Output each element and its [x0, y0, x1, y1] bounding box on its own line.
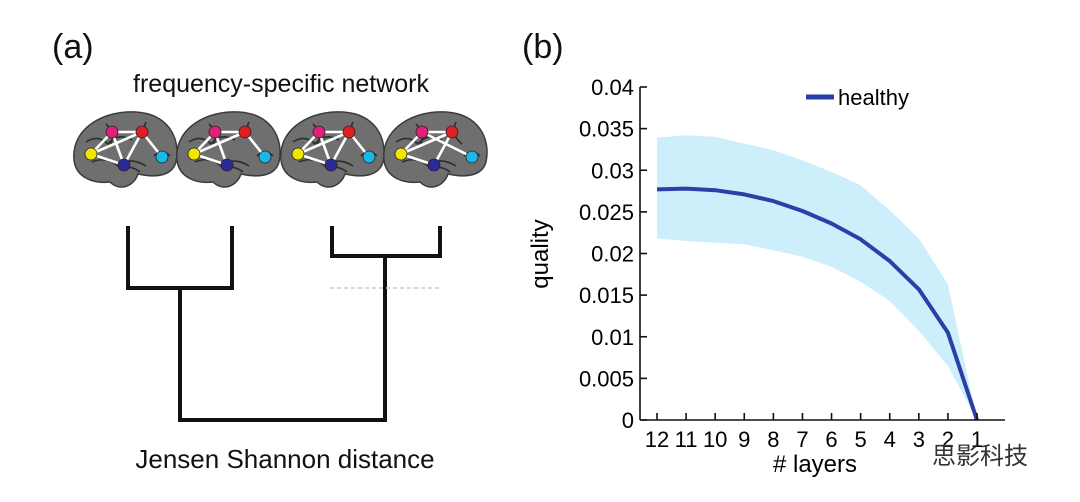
node-blue [220, 158, 234, 172]
y-tick-label: 0.005 [579, 366, 634, 391]
node-yellow [394, 147, 408, 161]
brain-outline [280, 111, 385, 188]
network-edge [421, 130, 473, 159]
x-tick-label: 2 [942, 427, 954, 452]
node-red [342, 125, 356, 139]
node-blue [427, 158, 441, 172]
y-tick-label: 0.04 [591, 75, 634, 100]
node-magenta [208, 125, 222, 139]
watermark: 思影科技 [932, 442, 1028, 470]
x-tick-label: 7 [796, 427, 808, 452]
node-red [135, 125, 149, 139]
x-tick-label: 10 [703, 427, 727, 452]
x-tick-label: 1 [971, 427, 983, 452]
brain-fold [85, 136, 133, 146]
brain-outline [383, 111, 488, 188]
node-yellow [291, 147, 305, 161]
y-axis-label: quality [527, 219, 554, 288]
confidence-band [657, 135, 977, 421]
brain-network [280, 111, 385, 188]
brain-network-group [73, 111, 488, 188]
x-tick-label: 9 [738, 427, 750, 452]
brain-network [383, 111, 488, 188]
brain-network [73, 111, 178, 188]
node-yellow [187, 147, 201, 161]
y-tick-label: 0.025 [579, 200, 634, 225]
x-tick-label: 8 [767, 427, 779, 452]
node-blue [324, 158, 338, 172]
node-cyan [155, 150, 169, 164]
network-title: frequency-specific network [133, 70, 429, 98]
x-axis-label: # layers [773, 451, 857, 478]
y-ticks: 0 0.005 0.01 0.015 0.02 0.025 0.03 0.035 0.04 [579, 75, 647, 433]
network-edge [400, 130, 453, 156]
panel-b-label: (b) [522, 28, 564, 66]
dendrogram-root [178, 254, 387, 422]
x-tick-label: 6 [825, 427, 837, 452]
y-tick-label: 0.03 [591, 158, 634, 183]
node-cyan [362, 150, 376, 164]
legend-label-healthy: healthy [838, 85, 909, 110]
quality-chart: 0 0.005 0.01 0.015 0.02 0.025 0.03 0.035 0.04 12… [527, 75, 1005, 478]
node-magenta [105, 125, 119, 139]
panel-a-label: (a) [52, 28, 94, 66]
x-ticks: 12 11 10 9 8 7 6 5 4 3 2 1 [645, 413, 983, 452]
brain-network [176, 111, 281, 188]
brain-outline [176, 111, 281, 188]
distance-caption: Jensen Shannon distance [135, 444, 435, 474]
y-tick-label: 0.035 [579, 117, 634, 142]
dendrogram-left-cluster [126, 226, 234, 290]
y-tick-label: 0.015 [579, 283, 634, 308]
node-yellow [84, 147, 98, 161]
node-cyan [465, 150, 479, 164]
node-red [445, 125, 459, 139]
x-tick-label: 11 [675, 427, 698, 452]
node-blue [117, 158, 131, 172]
node-cyan [258, 150, 272, 164]
y-tick-label: 0.01 [591, 325, 634, 350]
y-tick-label: 0 [622, 408, 634, 433]
series-line-healthy [656, 186, 979, 421]
y-tick-label: 0.02 [591, 242, 634, 267]
x-tick-label: 5 [855, 427, 867, 452]
node-red [238, 125, 252, 139]
node-magenta [312, 125, 326, 139]
x-tick-label: 4 [884, 427, 896, 452]
legend: healthy [806, 85, 909, 110]
x-tick-label: 3 [913, 427, 925, 452]
node-magenta [415, 125, 429, 139]
dendrogram [126, 226, 442, 422]
brain-fold [292, 136, 340, 146]
network-edge [193, 130, 246, 156]
brain-fold [188, 136, 236, 146]
network-edge [90, 130, 143, 156]
x-tick-label: 12 [645, 427, 669, 452]
brain-outline [73, 111, 178, 188]
dendrogram-right-cluster [330, 226, 442, 258]
